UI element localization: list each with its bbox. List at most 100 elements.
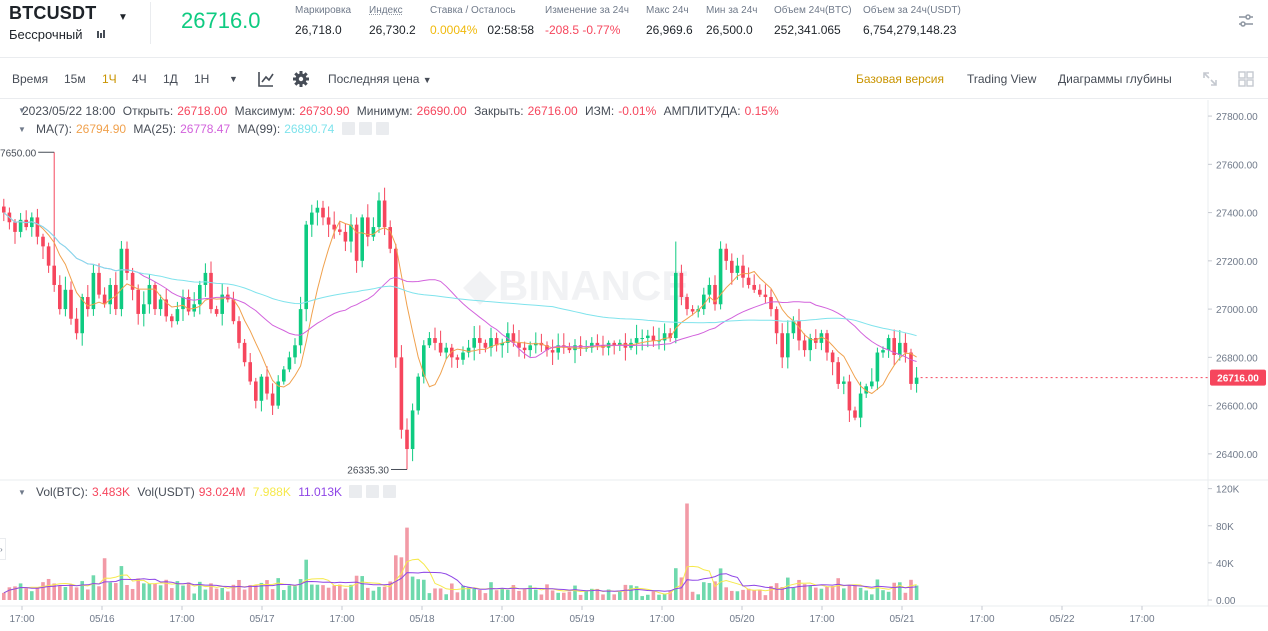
axes: 26400.00 26600.00 26800.00 27000.00 27200.00…: [9, 112, 1258, 625]
price-tick-label: 26800.00: [1216, 353, 1258, 364]
interval-4h[interactable]: 4Ч: [132, 72, 147, 86]
volume-bar: [746, 588, 751, 600]
stat-label: Ставка / Осталось: [430, 5, 516, 16]
candle-body: [164, 299, 168, 317]
contract-info-icon[interactable]: [96, 29, 106, 39]
volume-bar: [18, 583, 23, 600]
candlestick-chart[interactable]: BINANCE 26400.00 26600.00 26800.00 27000.00…: [0, 100, 1268, 631]
volume-bar: [259, 582, 264, 600]
candle-body: [472, 338, 476, 348]
candle-body: [438, 342, 443, 353]
volume-bar: [573, 585, 577, 600]
current-price-label: 26716.00: [1217, 374, 1259, 385]
candle-body: [685, 297, 689, 310]
volume-bar: [623, 584, 628, 600]
stat-low-24h: Мин за 24ч 26,500.0: [706, 5, 757, 37]
candle-body: [550, 350, 555, 353]
candle-body: [69, 289, 73, 319]
stat-label[interactable]: Индекс: [369, 5, 403, 16]
volume-bar: [366, 587, 370, 600]
volume-bar: [758, 589, 762, 600]
candle-body: [842, 381, 846, 384]
volume-bar: [125, 584, 129, 600]
indicator-icon[interactable]: [257, 70, 275, 88]
volume-bar: [242, 589, 247, 600]
volume-bar: [914, 585, 919, 600]
view-tradingview[interactable]: Trading View: [967, 72, 1037, 86]
candle-body: [898, 342, 902, 355]
candle-body: [853, 410, 857, 418]
volume-bar: [35, 587, 40, 600]
stat-volume-btc: Объем 24ч(BTC) 252,341.065: [774, 5, 852, 37]
grid-layout-icon[interactable]: [1237, 70, 1255, 88]
candle-body: [422, 345, 426, 377]
ma-close-icon[interactable]: [375, 122, 389, 135]
contract-type: Бессрочный: [9, 27, 83, 42]
time-tick-label: 17:00: [809, 614, 834, 625]
ma-line-7: [3, 212, 917, 395]
ma-collapse-icon[interactable]: ▼: [18, 125, 26, 134]
volume-bar: [629, 585, 633, 600]
interval-1d[interactable]: 1Д: [163, 72, 178, 86]
candle-body: [158, 299, 163, 310]
volume-bar: [220, 587, 224, 600]
view-depth[interactable]: Диаграммы глубины: [1058, 72, 1172, 86]
ma-settings-icon[interactable]: [358, 122, 372, 135]
price-tick-label: 27200.00: [1216, 257, 1258, 268]
amplitude-value: 0.15%: [744, 104, 779, 118]
symbol-name[interactable]: BTCUSDT: [9, 3, 97, 23]
candle-body: [679, 272, 684, 298]
stat-label: Объем за 24ч(USDT): [863, 5, 961, 16]
volume-bar: [679, 577, 684, 600]
legend-collapse-icon[interactable]: ▼: [18, 106, 26, 115]
vol-settings-icon[interactable]: [366, 485, 380, 498]
candle-body: [730, 260, 734, 273]
fullscreen-icon[interactable]: [1201, 70, 1219, 88]
volume-bar: [338, 584, 342, 600]
vol-collapse-icon[interactable]: ▼: [18, 488, 26, 497]
candle-body: [119, 248, 124, 310]
interval-1h[interactable]: 1Ч: [102, 72, 117, 86]
candle-body: [377, 200, 381, 228]
volume-tick-label: 120K: [1216, 485, 1240, 496]
volume-bar: [192, 593, 196, 600]
symbol-dropdown-icon[interactable]: ▼: [118, 12, 128, 23]
volume-bar: [181, 585, 185, 600]
candle-body: [769, 297, 773, 310]
interval-1w[interactable]: 1Н: [194, 72, 210, 86]
volume-bar: [898, 582, 902, 600]
amplitude-label: АМПЛИТУДА:: [663, 104, 741, 118]
candle-body: [808, 338, 812, 351]
stat-value: 26,718.0: [295, 23, 342, 37]
ma-visibility-icon[interactable]: [341, 122, 355, 135]
volume-ma-line-5: [3, 558, 917, 595]
chart-area[interactable]: BINANCE 26400.00 26600.00 26800.00 27000.00…: [0, 100, 1268, 631]
volume-bar: [461, 585, 465, 600]
vol-close-icon[interactable]: [383, 485, 397, 498]
candle-body: [102, 294, 107, 305]
volume-bar: [618, 590, 622, 600]
volume-bar: [556, 592, 560, 600]
volume-bar: [69, 584, 73, 600]
candle-body: [354, 224, 359, 261]
price-type-select[interactable]: Последняя цена ▼: [328, 72, 432, 86]
candle-body: [802, 340, 807, 351]
candle-body: [321, 207, 325, 218]
open-value: 26718.00: [177, 104, 228, 118]
gear-icon[interactable]: [292, 70, 310, 88]
stat-index-price[interactable]: Индекс 26,730.2: [369, 5, 416, 37]
time-label[interactable]: Время: [12, 72, 49, 86]
stat-value: -208.5 -0.77%: [545, 23, 621, 37]
view-basic[interactable]: Базовая версия: [856, 72, 944, 86]
candle-body: [517, 342, 521, 348]
stat-mark-price: Маркировка 26,718.0: [295, 5, 351, 37]
candle-body: [214, 309, 219, 314]
scroll-left-handle[interactable]: ›: [0, 538, 6, 560]
more-intervals-icon[interactable]: ▼: [229, 74, 238, 84]
layout-settings-icon[interactable]: [1237, 12, 1255, 30]
candle-body: [478, 338, 482, 343]
volume-bar: [466, 587, 471, 600]
interval-15m[interactable]: 15м: [64, 72, 86, 86]
vol-visibility-icon[interactable]: [349, 485, 363, 498]
volume-bar: [545, 584, 549, 600]
